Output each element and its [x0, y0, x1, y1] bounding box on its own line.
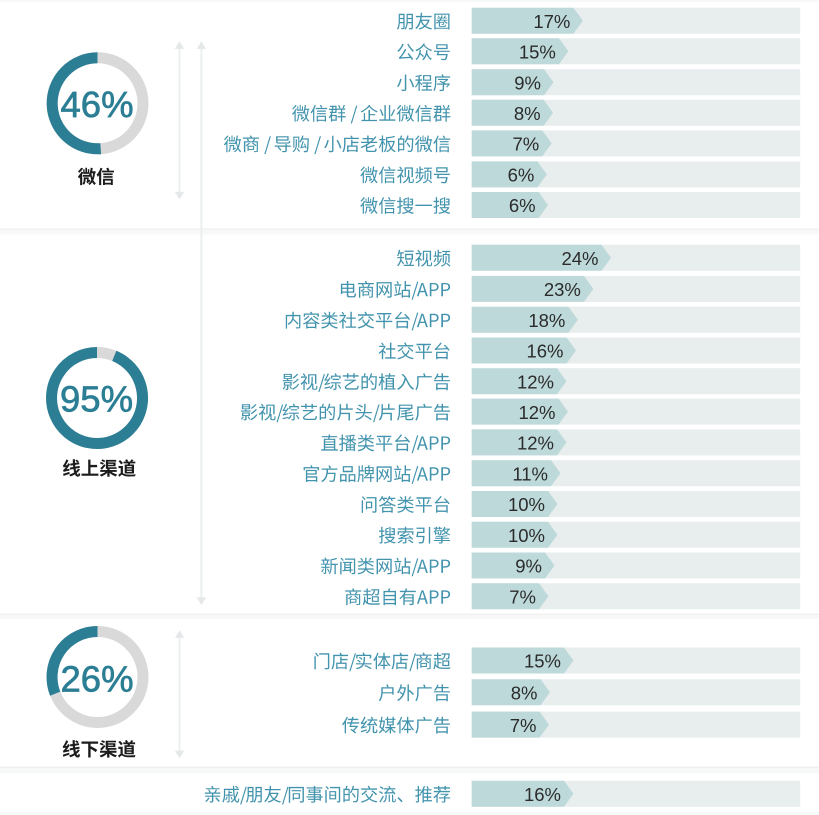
svg-text:11%: 11%	[512, 463, 548, 484]
svg-text:6%: 6%	[509, 195, 536, 216]
svg-text:9%: 9%	[514, 72, 541, 93]
svg-text:12%: 12%	[518, 402, 555, 423]
svg-text:46%: 46%	[60, 84, 133, 125]
svg-text:16%: 16%	[526, 341, 563, 362]
svg-text:10%: 10%	[508, 525, 545, 546]
svg-text:18%: 18%	[528, 310, 565, 331]
svg-text:7%: 7%	[510, 715, 537, 736]
svg-text:8%: 8%	[511, 683, 538, 704]
svg-text:26%: 26%	[60, 659, 133, 700]
svg-text:23%: 23%	[544, 279, 581, 300]
svg-text:95%: 95%	[60, 378, 133, 419]
svg-text:24%: 24%	[561, 248, 598, 269]
svg-text:17%: 17%	[533, 11, 570, 32]
svg-text:16%: 16%	[524, 784, 561, 805]
svg-text:12%: 12%	[517, 371, 554, 392]
svg-text:7%: 7%	[512, 134, 539, 155]
svg-text:7%: 7%	[509, 587, 536, 608]
svg-text:15%: 15%	[519, 42, 556, 63]
svg-text:9%: 9%	[515, 556, 542, 577]
svg-text:10%: 10%	[508, 494, 545, 515]
svg-text:12%: 12%	[517, 433, 554, 454]
svg-text:6%: 6%	[508, 165, 535, 186]
svg-text:15%: 15%	[524, 651, 561, 672]
svg-text:8%: 8%	[514, 103, 541, 124]
